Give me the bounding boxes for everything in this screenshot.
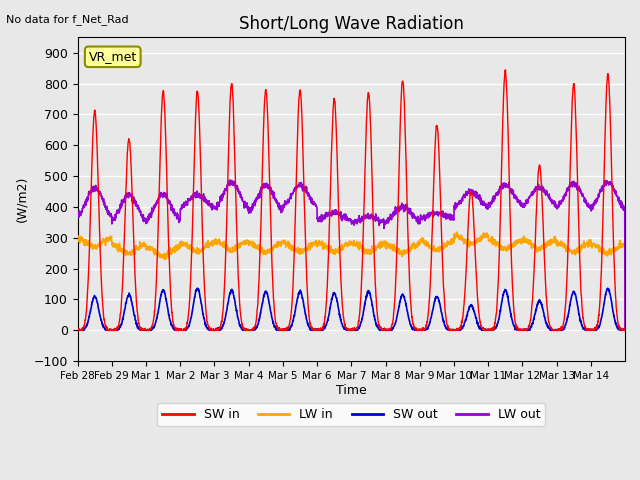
LW out [385,217,392,223]
SW in [385,327,392,333]
X-axis label: Time: Time [336,384,367,396]
LW out [129,193,136,199]
SW in [516,327,524,333]
LW out [547,197,555,203]
SW out [193,285,201,291]
SW in [129,204,136,210]
SW in [614,318,621,324]
LW in [547,240,555,246]
LW out [226,177,234,183]
SW out [129,303,136,309]
SW in [74,327,81,333]
SW out [385,327,392,333]
LW out [247,210,255,216]
LW in [516,237,524,243]
Line: LW out: LW out [77,180,625,330]
SW in [547,325,555,331]
LW in [129,247,136,253]
Title: Short/Long Wave Radiation: Short/Long Wave Radiation [239,15,464,33]
SW out [247,327,255,333]
LW in [246,241,254,247]
LW in [614,247,621,253]
Legend: SW in, LW in, SW out, LW out: SW in, LW in, SW out, LW out [157,403,545,426]
SW out [621,327,629,333]
LW out [621,327,629,333]
LW in [384,242,392,248]
SW in [502,67,509,72]
LW in [452,229,460,235]
Line: SW out: SW out [77,288,625,330]
SW out [547,327,555,333]
SW out [74,327,82,333]
LW in [74,234,81,240]
SW out [614,325,621,331]
LW out [516,200,524,205]
Text: No data for f_Net_Rad: No data for f_Net_Rad [6,14,129,25]
Text: VR_met: VR_met [88,50,137,63]
SW in [74,327,82,333]
LW in [621,327,629,333]
Y-axis label: (W/m2): (W/m2) [15,176,28,222]
SW in [621,327,629,333]
Line: LW in: LW in [77,232,625,330]
LW out [614,194,621,200]
SW in [247,327,255,333]
LW out [74,212,81,217]
SW out [516,327,524,333]
SW out [74,326,81,332]
Line: SW in: SW in [77,70,625,330]
